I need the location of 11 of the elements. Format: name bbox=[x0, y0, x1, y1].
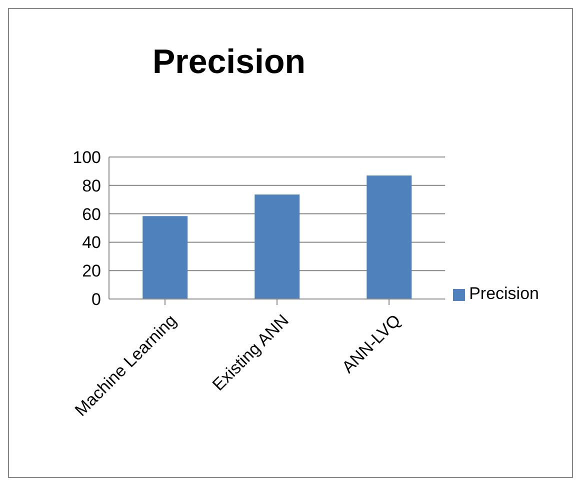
bar bbox=[366, 175, 412, 299]
y-tick-label: 80 bbox=[82, 176, 101, 196]
legend-label: Precision bbox=[469, 284, 539, 303]
y-tick-label: 100 bbox=[72, 148, 101, 168]
chart-title: Precision bbox=[151, 43, 307, 82]
y-tick-label: 20 bbox=[82, 262, 101, 281]
bar bbox=[142, 216, 188, 299]
bar bbox=[254, 194, 300, 299]
y-tick-label: 40 bbox=[82, 233, 101, 252]
y-tick-label: 60 bbox=[82, 204, 101, 224]
y-tick-label: 0 bbox=[92, 290, 101, 310]
